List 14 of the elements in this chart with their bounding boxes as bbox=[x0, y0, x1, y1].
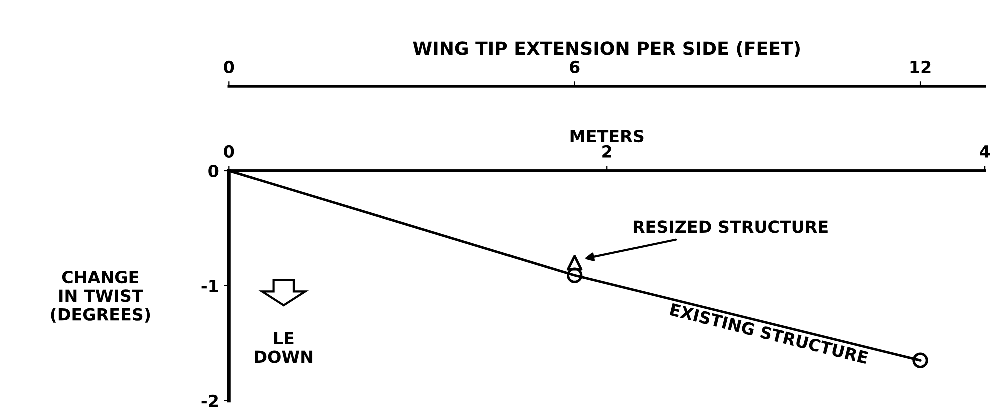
y-axis-title: CHANGE IN TWIST (DEGREES) bbox=[51, 270, 150, 323]
x-tick-label: 12 bbox=[910, 60, 931, 74]
y-tick-label: -1 bbox=[202, 280, 218, 292]
x2-tick-label: 2 bbox=[602, 145, 612, 158]
y-tick-label: -2 bbox=[202, 394, 218, 408]
x2-tick-label: 0 bbox=[224, 145, 234, 158]
x2-tick-label: 4 bbox=[980, 146, 990, 158]
text: RESIZED STRUCTURE bbox=[634, 220, 828, 234]
annotation: LE DOWN bbox=[255, 332, 313, 364]
x-tick-label: 6 bbox=[570, 60, 580, 74]
x-axis-title: WING TIP EXTENSION PER SIDE (FEET) bbox=[413, 41, 800, 58]
x2-axis-title: METERS bbox=[570, 130, 644, 143]
y-tick-label: 0 bbox=[208, 164, 219, 178]
x-tick-label: 0 bbox=[224, 60, 234, 74]
